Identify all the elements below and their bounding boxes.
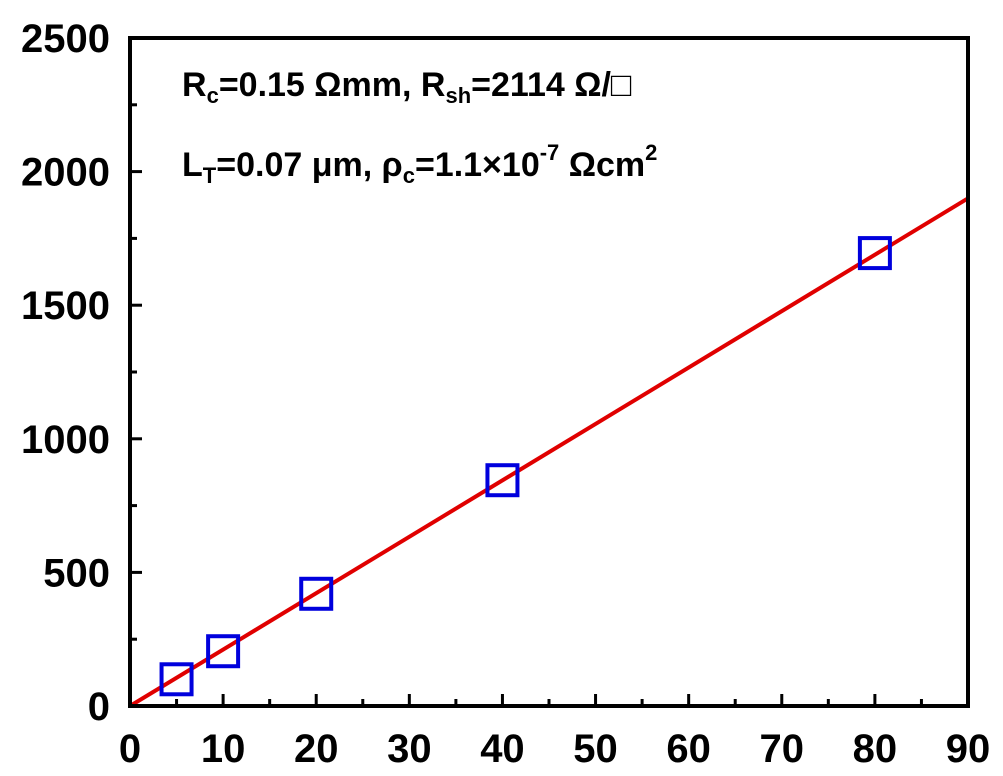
lt-value: =0.07 μm, <box>216 146 382 184</box>
x-tick-label: 60 <box>666 727 711 771</box>
lt-symbol: L <box>182 146 203 184</box>
y-tick-label: 500 <box>43 551 110 595</box>
y-tick-label: 1500 <box>21 284 110 328</box>
rsh-symbol: R <box>420 66 446 104</box>
rc-symbol: R <box>182 66 207 104</box>
rho-subscript: c <box>402 163 415 188</box>
x-tick-label: 40 <box>480 727 525 771</box>
markers-layer <box>159 236 892 697</box>
x-tick-label: 50 <box>573 727 618 771</box>
annotation-line-2: LT=0.07 μm, ρc=1.1×10-7 Ωcm2 <box>182 140 657 189</box>
ticks-layer <box>128 36 970 708</box>
x-tick-label: 20 <box>294 727 339 771</box>
y-tick-label: 2000 <box>21 151 110 195</box>
plot-frame <box>128 36 970 708</box>
rho-exponent: -7 <box>539 140 560 165</box>
rho-unit: Ωcm <box>559 146 646 184</box>
data-point-marker <box>206 634 241 669</box>
rho-unit-exponent: 2 <box>645 140 658 165</box>
lt-subscript: T <box>202 163 217 188</box>
data-point-marker <box>857 236 892 271</box>
x-tick-label: 30 <box>387 727 432 771</box>
x-tick-label: 0 <box>119 727 141 771</box>
annotation-line-1: Rc=0.15 Ωmm, Rsh=2114 Ω/□ <box>182 66 631 109</box>
rho-value: =1.1×10 <box>414 146 540 184</box>
data-point-marker <box>299 576 334 611</box>
x-tick-label: 80 <box>853 727 898 771</box>
rsh-subscript: sh <box>445 83 472 108</box>
rc-subscript: c <box>206 83 219 108</box>
y-tick-label: 1000 <box>21 418 110 462</box>
x-tick-label: 90 <box>946 727 991 771</box>
x-tick-label: 10 <box>201 727 246 771</box>
fit-line <box>128 196 970 708</box>
rho-symbol: ρ <box>381 146 403 184</box>
data-point-marker <box>485 463 520 498</box>
data-point-marker <box>159 662 194 697</box>
rsh-value: =2114 Ω/□ <box>471 66 632 104</box>
y-tick-label: 2500 <box>21 17 110 61</box>
x-tick-label: 70 <box>760 727 805 771</box>
rc-value: =0.15 Ωmm, <box>218 66 421 104</box>
tick-labels-layer: 0 10 20 30 40 50 60 70 80 90 0 500 1000 1500 2000 2500 <box>21 17 990 771</box>
y-tick-label: 0 <box>88 685 110 729</box>
